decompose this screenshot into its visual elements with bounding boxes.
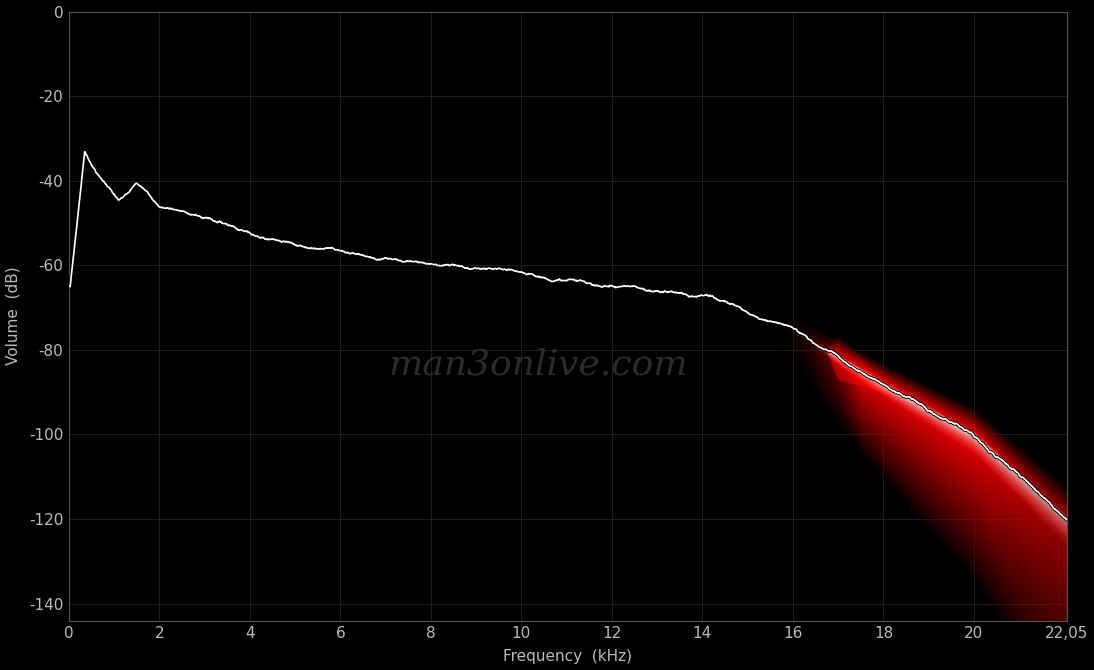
X-axis label: Frequency  (kHz): Frequency (kHz) [503, 649, 632, 665]
Y-axis label: Volume  (dB): Volume (dB) [5, 267, 21, 365]
Text: man3onlive.com: man3onlive.com [388, 348, 688, 382]
